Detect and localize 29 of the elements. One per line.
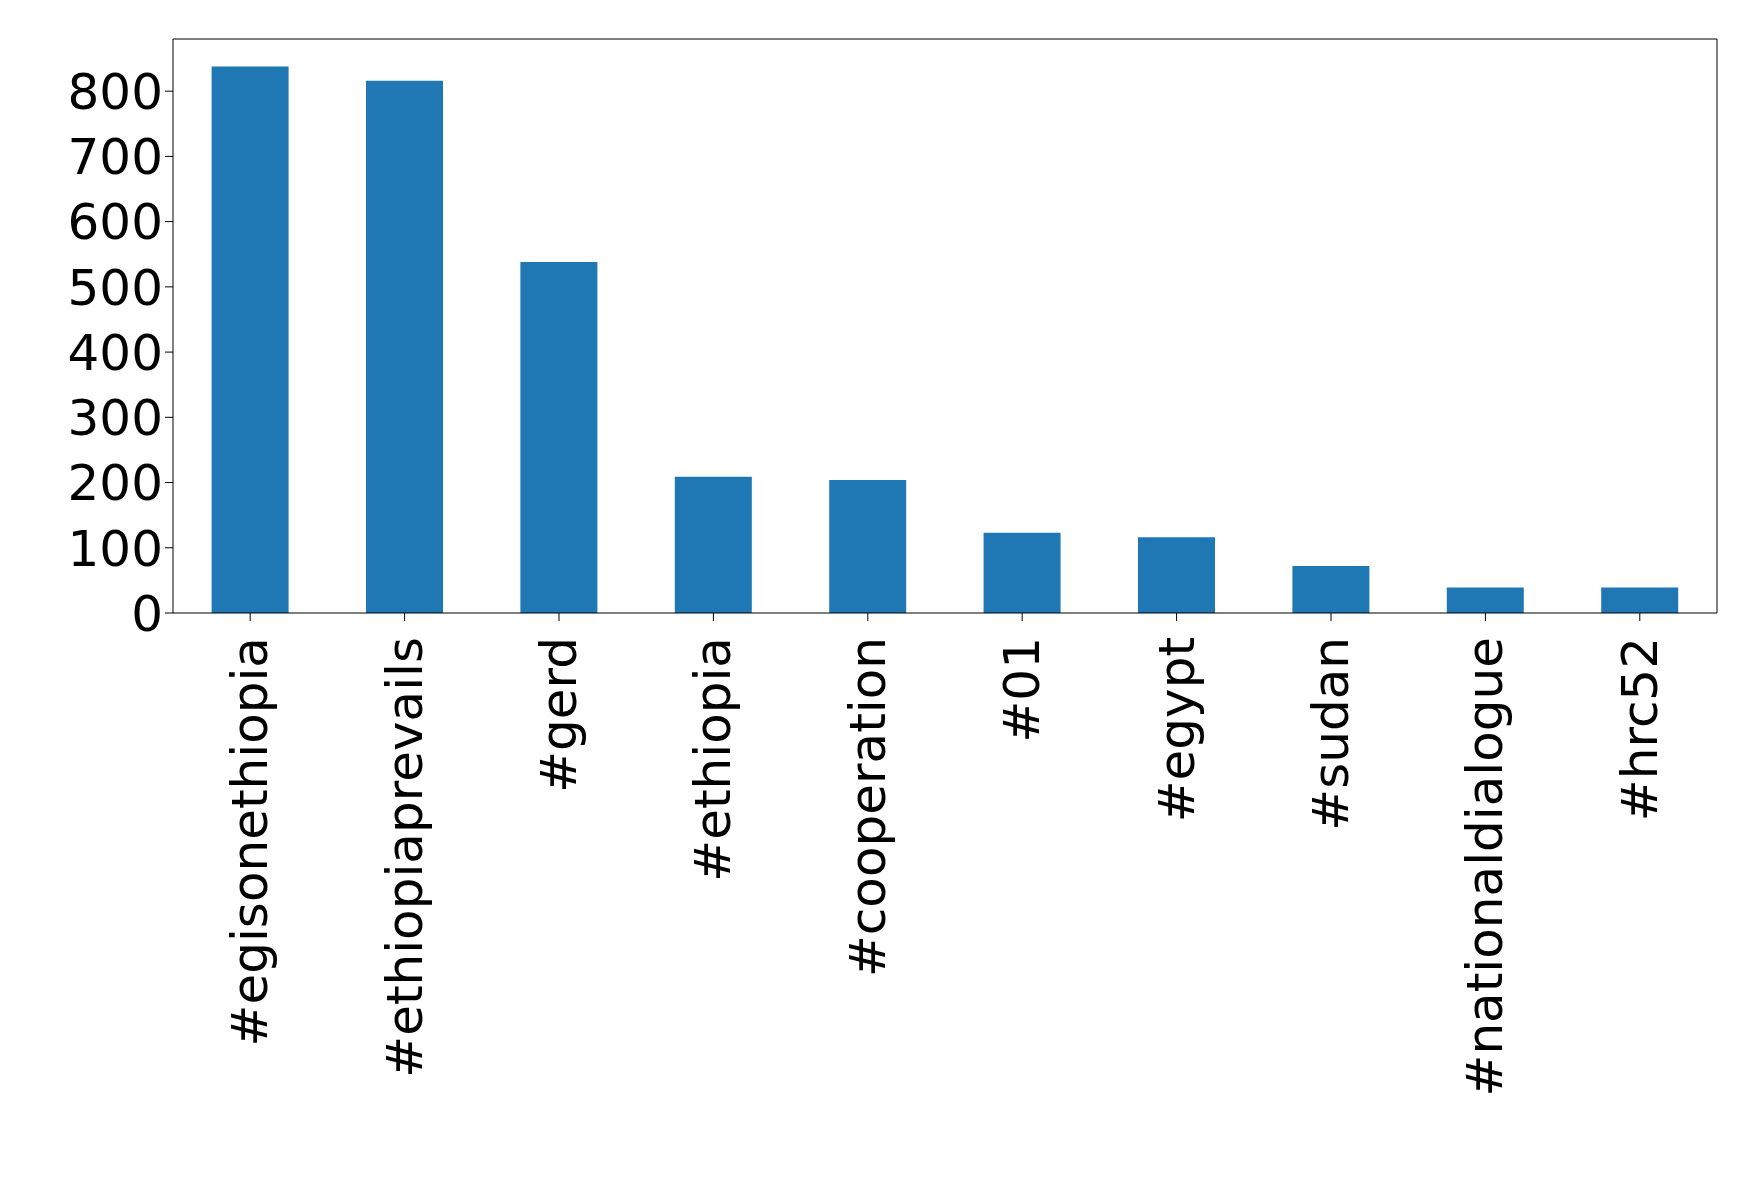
y-tick-label: 700 — [67, 128, 163, 187]
x-tick-label: #sudan — [1302, 637, 1360, 831]
y-tick-label: 800 — [67, 62, 163, 121]
x-tick-label: #egisonethiopia — [221, 637, 280, 1047]
bar — [674, 476, 752, 613]
bar — [1601, 587, 1679, 613]
bar — [1138, 537, 1215, 613]
y-tick-label: 0 — [131, 584, 163, 643]
x-tick-label: #nationaldialogue — [1456, 637, 1515, 1097]
x-tick-label: #hrc52 — [1610, 637, 1669, 822]
y-tick-label: 200 — [67, 454, 163, 513]
y-tick-label: 100 — [67, 519, 163, 578]
bar — [1446, 587, 1524, 613]
x-tick-label: #01 — [993, 637, 1052, 743]
x-tick-label: #egypt — [1147, 637, 1206, 823]
y-tick-label: 400 — [67, 323, 163, 382]
x-tick-label: #cooperation — [838, 637, 897, 978]
bar — [520, 262, 598, 613]
bar — [1292, 566, 1370, 613]
y-tick-label: 600 — [67, 193, 163, 252]
y-tick-label: 300 — [67, 389, 163, 448]
bar — [211, 66, 289, 613]
x-tick-label: #gerd — [530, 637, 588, 793]
y-tick-label: 500 — [67, 258, 163, 317]
x-tick-label: #ethiopiaprevails — [375, 637, 434, 1078]
x-tick-label: #ethiopia — [684, 637, 743, 882]
bar — [829, 479, 907, 613]
bar — [366, 80, 443, 613]
bar — [983, 532, 1061, 613]
